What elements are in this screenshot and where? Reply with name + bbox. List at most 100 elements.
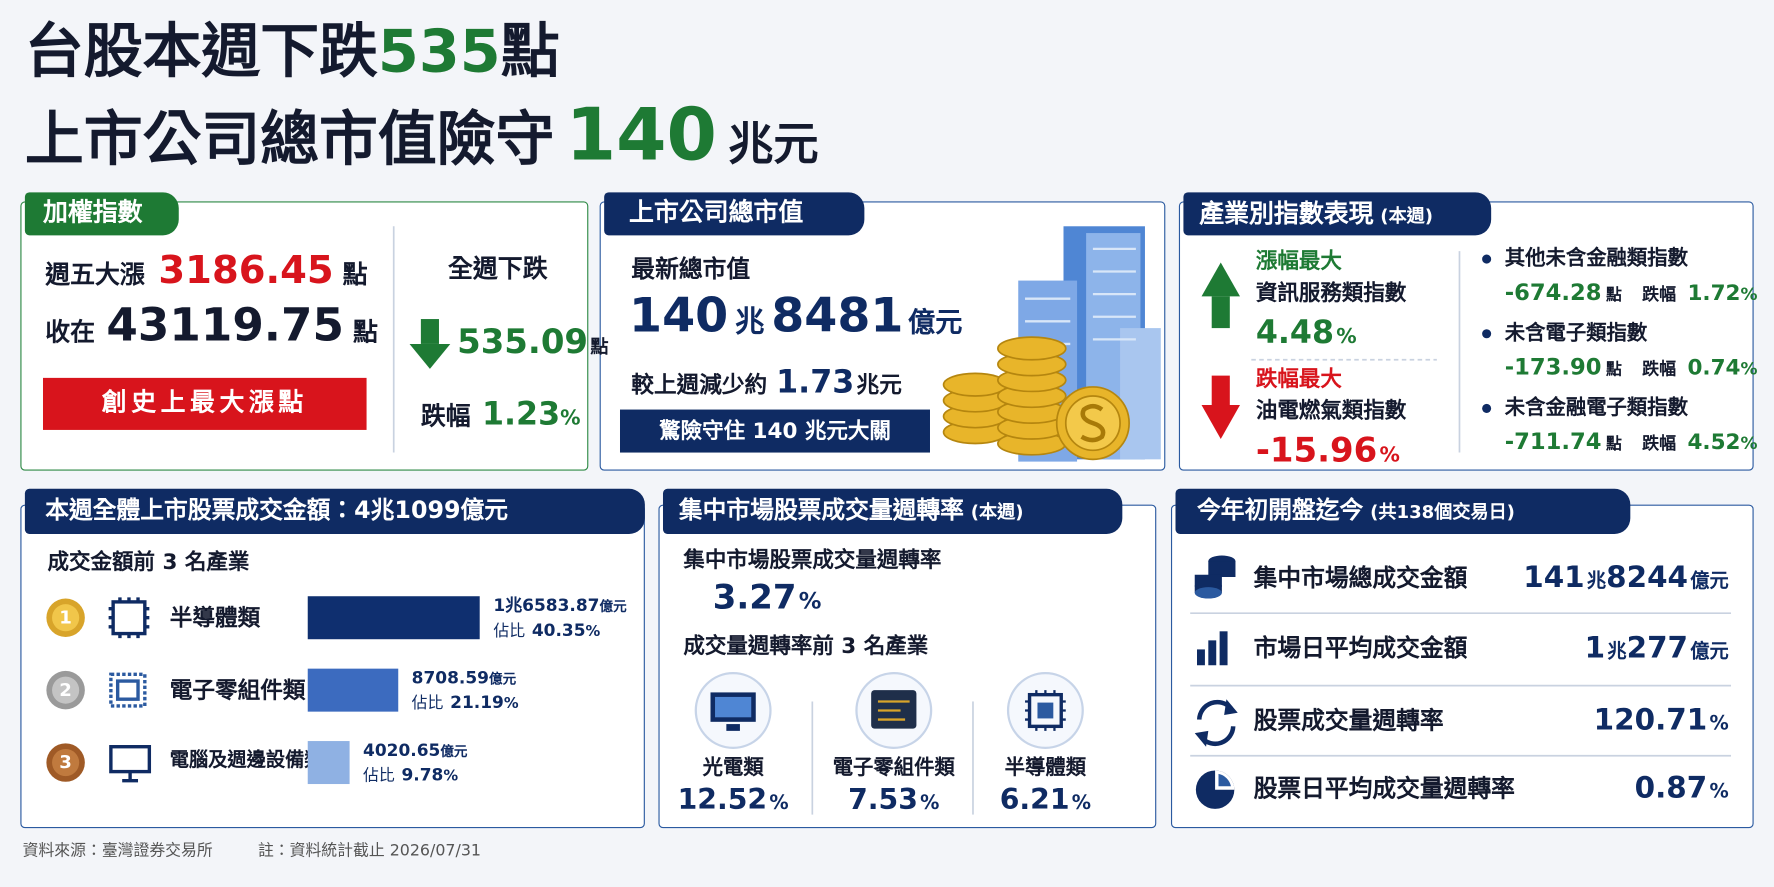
row-value: 1 兆 277 億元 bbox=[1471, 634, 1729, 663]
share: 佔比 21.19% bbox=[411, 692, 519, 713]
panel-heading: 產業別指數表現 (本週) bbox=[1199, 200, 1433, 229]
close-line: 收在 43119.75 點 bbox=[45, 303, 378, 348]
value: 8244 bbox=[1606, 561, 1689, 596]
rank: 1 bbox=[59, 606, 72, 628]
medals bbox=[46, 598, 85, 782]
text: 跌幅 bbox=[420, 402, 471, 432]
title-line: 台股本週下跌535點 bbox=[25, 23, 560, 82]
text: 0.74 bbox=[1687, 355, 1741, 381]
text: 21.19 bbox=[450, 692, 504, 713]
highlight-number: 535 bbox=[377, 18, 501, 86]
text: 億元 bbox=[908, 306, 963, 339]
amount: 8708.59 億元 bbox=[411, 667, 517, 688]
turnover-rate-panel bbox=[658, 504, 1157, 829]
text: 佔比 bbox=[363, 767, 395, 786]
text: 7.53 bbox=[848, 782, 918, 816]
index-values: -674.28 點 跌幅 1.72% bbox=[1505, 281, 1758, 305]
unit: 兆 bbox=[1607, 640, 1627, 663]
tab bbox=[24, 488, 645, 535]
badge-text: 創史上最大漲點 bbox=[101, 389, 308, 418]
extreme-label: 跌幅最大 bbox=[1255, 366, 1342, 392]
text: 8708.59 bbox=[411, 667, 489, 688]
text: 佔比 bbox=[411, 694, 444, 713]
index-values: -711.74 點 跌幅 4.52% bbox=[1505, 430, 1758, 454]
amount: 4020.65 億元 bbox=[363, 742, 467, 759]
index-name: 未含金融電子類指數 bbox=[1504, 395, 1689, 420]
text: 億元 bbox=[488, 670, 517, 687]
cap-line: 140 兆 8481 億元 bbox=[629, 291, 963, 340]
text: 9.78 bbox=[401, 764, 444, 786]
text: 40.35 bbox=[531, 619, 586, 641]
text: 收在 bbox=[45, 319, 96, 348]
change-line: 跌幅 1.23% bbox=[421, 398, 581, 430]
index-name: 其他未含金融類指數 bbox=[1504, 246, 1689, 271]
industry-name: 電子零組件類 bbox=[832, 755, 955, 780]
text: 億元 bbox=[599, 598, 627, 615]
tab bbox=[604, 192, 865, 236]
subheading: 成交量週轉率前 3 名產業 bbox=[683, 633, 929, 659]
text: 較上週減少約 bbox=[631, 371, 768, 399]
text: % bbox=[503, 695, 519, 713]
text: 跌幅 bbox=[1642, 433, 1677, 454]
banner bbox=[619, 409, 930, 453]
row-icons bbox=[108, 597, 152, 783]
text: 點 bbox=[1605, 360, 1622, 380]
title-line: 上市公司總市值險守 140 兆元 bbox=[25, 100, 819, 172]
ytd-icons bbox=[1194, 555, 1238, 809]
rank: 2 bbox=[59, 678, 72, 701]
industry-name: 光電類 bbox=[702, 755, 764, 780]
text: 4.48 bbox=[1255, 313, 1335, 351]
text: 點 bbox=[353, 319, 378, 348]
text: 兆元 bbox=[728, 118, 819, 171]
tab bbox=[662, 488, 1123, 535]
industry-icons bbox=[694, 672, 1084, 749]
footer-source: 資料來源：臺灣證券交易所 bbox=[22, 841, 213, 860]
week-label: 全週下跌 bbox=[448, 255, 548, 284]
industry-name: 半導體類 bbox=[169, 604, 261, 632]
text: 跌幅 bbox=[1642, 283, 1677, 305]
text: 點 bbox=[590, 336, 609, 358]
row-label: 股票日平均成交量週轉率 bbox=[1253, 774, 1515, 803]
text: 3.27 bbox=[712, 578, 797, 618]
extreme-value: -15.96% bbox=[1256, 434, 1400, 468]
index-name: 未含電子類指數 bbox=[1504, 321, 1648, 346]
row-label: 集中市場總成交金額 bbox=[1253, 564, 1468, 592]
compare-line: 較上週減少約 1.73 兆元 bbox=[631, 366, 902, 399]
highlight-number: 140 bbox=[565, 93, 717, 178]
panel-heading: 上市公司總市值 bbox=[629, 199, 804, 228]
text: 點 bbox=[1605, 286, 1622, 305]
unit: % bbox=[1709, 780, 1729, 804]
amount: 1兆6583.87 億元 bbox=[493, 597, 626, 614]
text: (共138個交易日) bbox=[1370, 501, 1515, 523]
share: 佔比 40.35% bbox=[493, 619, 600, 641]
text: % bbox=[1740, 358, 1758, 380]
text: % bbox=[1071, 791, 1092, 815]
week-line: 535.09 點 bbox=[457, 325, 609, 360]
industry-rate: 12.52% bbox=[654, 785, 812, 813]
text: 12.52 bbox=[677, 782, 768, 816]
unit: % bbox=[1709, 712, 1729, 736]
row-label: 市場日平均成交金額 bbox=[1253, 634, 1468, 662]
rank: 3 bbox=[59, 751, 72, 773]
subheading: 成交金額前 3 名產業 bbox=[47, 549, 250, 575]
text: 1.23 bbox=[481, 394, 561, 433]
text: 台股本週下跌 bbox=[24, 18, 378, 86]
tab bbox=[1183, 192, 1492, 236]
text: 億元 bbox=[440, 743, 468, 760]
tab bbox=[24, 192, 179, 236]
text: 產業別指數表現 bbox=[1199, 200, 1374, 229]
text: 點 bbox=[1605, 435, 1622, 454]
text: 3186.45 bbox=[158, 247, 334, 294]
unit: 億元 bbox=[1690, 640, 1729, 663]
friday-line: 週五大漲 3186.45 點 bbox=[45, 251, 367, 289]
text: -674.28 bbox=[1504, 278, 1602, 306]
row-label: 股票成交量週轉率 bbox=[1253, 707, 1444, 735]
text: % bbox=[769, 791, 789, 815]
value: 141 bbox=[1523, 561, 1585, 596]
text: % bbox=[920, 791, 940, 815]
text: -711.74 bbox=[1504, 427, 1602, 455]
text: 點 bbox=[500, 18, 560, 86]
